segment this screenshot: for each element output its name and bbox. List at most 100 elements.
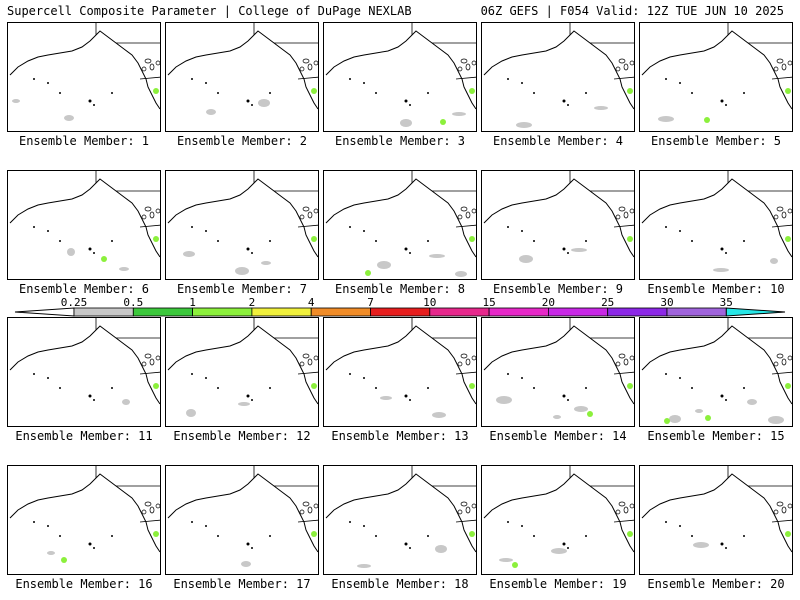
scp-shading-green	[311, 236, 317, 242]
colorbar-segment	[429, 307, 490, 317]
lake-outline	[307, 63, 313, 71]
political-border	[139, 224, 160, 228]
lake-outline	[471, 503, 476, 509]
lake-outline	[155, 503, 160, 509]
scp-shading-gray	[47, 551, 55, 555]
island	[679, 377, 681, 379]
scp-shading-green	[469, 383, 475, 389]
scp-shading-green	[469, 236, 475, 242]
lake-outline	[465, 211, 471, 219]
island	[111, 240, 113, 242]
coastline	[641, 30, 792, 110]
ensemble-member-label: Ensemble Member: 1	[18, 134, 150, 148]
lake-outline	[623, 211, 629, 219]
island	[665, 521, 667, 523]
political-border	[613, 519, 634, 523]
scp-shading-gray	[499, 558, 513, 562]
lake-outline	[787, 503, 792, 509]
scp-shading-green	[469, 88, 475, 94]
scp-shading-gray	[429, 254, 445, 258]
lake-outline	[155, 355, 160, 361]
ensemble-member-label: Ensemble Member: 7	[176, 282, 308, 296]
island	[507, 226, 509, 228]
lake-outline	[787, 60, 792, 66]
scp-shading-gray	[235, 267, 249, 275]
colorbar-segment	[548, 307, 609, 317]
lake-outline	[776, 501, 784, 507]
island	[375, 240, 377, 242]
ensemble-member-label: Ensemble Member: 16	[15, 577, 153, 591]
island	[191, 521, 193, 523]
political-border	[771, 519, 792, 523]
ensemble-member-label: Ensemble Member: 10	[647, 282, 785, 296]
scp-shading-gray	[261, 261, 271, 265]
island	[427, 535, 429, 537]
map-canvas	[641, 318, 792, 424]
lake-outline	[460, 353, 468, 359]
scp-shading-green	[785, 236, 791, 242]
colorbar-tick-label: 30	[660, 298, 673, 309]
island	[691, 92, 693, 94]
lake-outline	[629, 355, 634, 361]
lake-outline	[307, 211, 313, 219]
island	[205, 82, 207, 84]
political-border	[297, 224, 318, 228]
ensemble-member-label: Ensemble Member: 12	[173, 429, 311, 443]
lake-outline	[623, 358, 629, 366]
lake-outline	[787, 355, 792, 361]
scp-shading-gray	[241, 561, 251, 567]
scp-shading-gray	[594, 106, 608, 110]
colorbar-tick-label: 35	[720, 298, 733, 309]
island	[521, 377, 523, 379]
island	[404, 394, 408, 398]
scp-shading-green	[705, 415, 711, 421]
island	[88, 542, 92, 546]
lake-outline	[629, 208, 634, 214]
island	[725, 547, 727, 549]
island	[93, 399, 95, 401]
island	[533, 240, 535, 242]
lake-outline	[144, 501, 152, 507]
colorbar-left-tip	[14, 307, 75, 317]
island	[404, 99, 408, 103]
lake-outline	[618, 501, 626, 507]
island	[363, 525, 365, 527]
ensemble-member-label: Ensemble Member: 11	[15, 429, 153, 443]
ensemble-member-label: Ensemble Member: 15	[647, 429, 785, 443]
island	[562, 247, 566, 251]
scp-shading-gray	[400, 119, 412, 127]
island	[585, 387, 587, 389]
scp-shading-gray	[695, 409, 703, 413]
island	[507, 78, 509, 80]
island	[567, 399, 569, 401]
lake-outline	[141, 509, 147, 515]
island	[47, 377, 49, 379]
lake-outline	[313, 60, 318, 66]
ensemble-member-label: Ensemble Member: 6	[18, 282, 150, 296]
lake-outline	[776, 58, 784, 64]
ensemble-member-label: Ensemble Member: 3	[334, 134, 466, 148]
island	[349, 226, 351, 228]
island	[533, 92, 535, 94]
political-border	[139, 519, 160, 523]
island	[59, 240, 61, 242]
political-border	[613, 76, 634, 80]
political-border	[771, 224, 792, 228]
lake-outline	[457, 361, 463, 367]
scp-shading-green	[101, 256, 107, 262]
ensemble-member-map	[639, 317, 793, 427]
lake-outline	[313, 503, 318, 509]
island	[205, 377, 207, 379]
colorbar-tick-label: 2	[249, 298, 256, 309]
coastline	[9, 473, 160, 553]
island	[363, 377, 365, 379]
map-canvas	[325, 23, 476, 127]
scp-shading-gray	[747, 399, 757, 405]
colorbar-segment	[251, 307, 312, 317]
island	[665, 78, 667, 80]
scp-shading-green	[664, 418, 670, 424]
scp-shading-gray	[713, 268, 729, 272]
scp-shading-gray	[67, 248, 75, 256]
scp-shading-gray	[186, 409, 196, 417]
island	[47, 82, 49, 84]
